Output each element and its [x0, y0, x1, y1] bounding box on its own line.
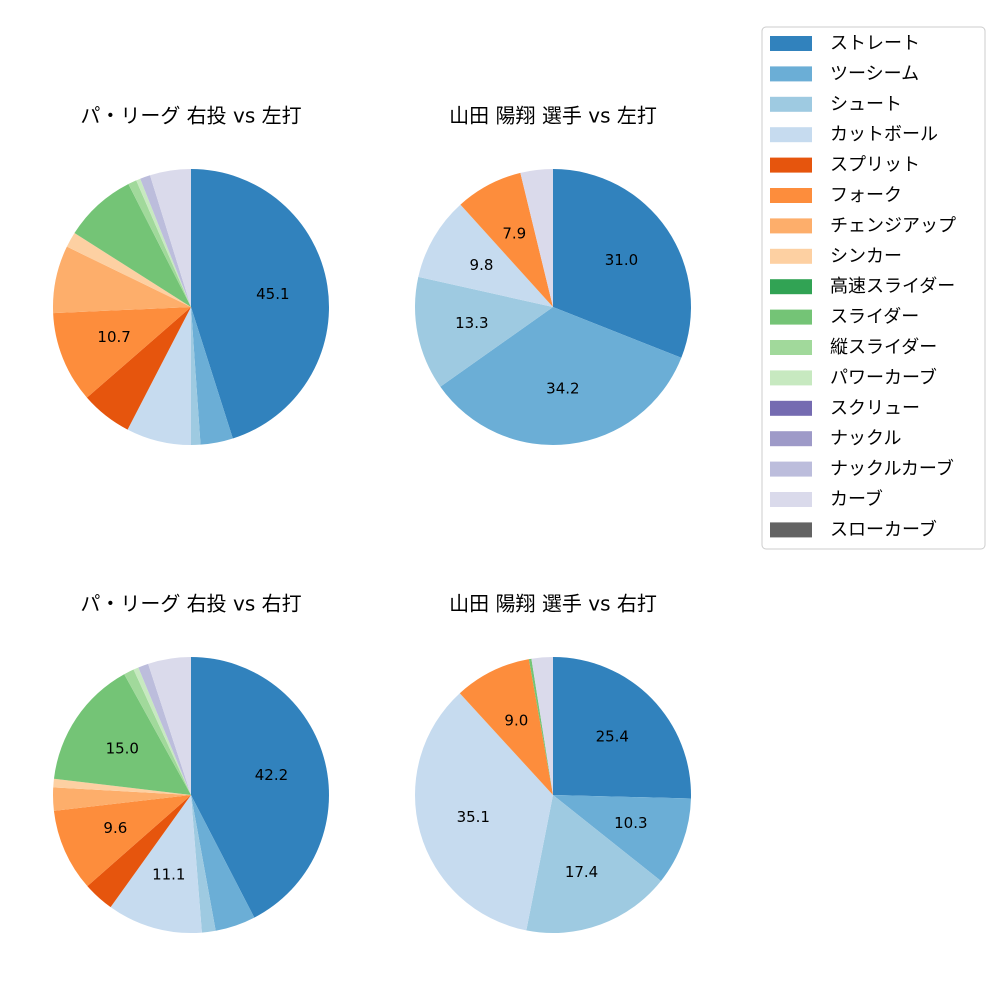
- legend-swatch: [770, 522, 812, 538]
- slice-label: 11.1: [152, 865, 185, 883]
- slice-label: 34.2: [546, 380, 579, 398]
- legend-label: パワーカーブ: [830, 366, 937, 388]
- legend-swatch: [770, 492, 812, 507]
- pie-slice: [86, 307, 191, 430]
- pie-slice: [53, 787, 191, 811]
- pie-slice: [460, 172, 553, 307]
- slice-label: 10.3: [614, 814, 647, 832]
- legend-label: カットボール: [830, 124, 938, 145]
- pie-slice: [140, 175, 191, 307]
- slice-label: 31.0: [605, 251, 638, 269]
- legend-label: スローカーブ: [830, 518, 937, 540]
- pie-slice: [138, 663, 191, 795]
- legend-swatch: [770, 370, 812, 386]
- chart-title: 山田 陽翔 選手 vs 右打: [449, 592, 657, 616]
- pie-slice: [148, 657, 191, 795]
- slice-label: 9.0: [504, 711, 528, 729]
- legend-label: フォーク: [830, 185, 902, 206]
- pie-slice: [414, 693, 553, 931]
- legend-label: ツーシーム: [830, 63, 919, 84]
- legend-swatch: [770, 36, 812, 51]
- chart-title: パ・リーグ 右投 vs 右打: [80, 592, 301, 616]
- legend-swatch: [770, 218, 812, 234]
- slice-label: 35.1: [457, 808, 490, 826]
- pie-slice: [459, 659, 553, 795]
- legend-label: ナックルカーブ: [830, 458, 954, 480]
- pie-slice: [191, 307, 233, 445]
- pie-slice: [150, 169, 191, 307]
- legend-swatch: [770, 66, 812, 82]
- pie-slice: [553, 169, 691, 358]
- pie-slice: [74, 184, 191, 307]
- legend-label: カーブ: [830, 488, 883, 510]
- pie-slice: [110, 795, 202, 933]
- pie-slice: [440, 307, 682, 445]
- chart-title: パ・リーグ 右投 vs 左打: [80, 104, 301, 128]
- pie-slice: [136, 178, 191, 307]
- pie-slice: [191, 307, 201, 445]
- pie-slice: [53, 674, 191, 795]
- pie-slice: [87, 795, 191, 908]
- legend-swatch: [770, 248, 812, 264]
- pie-slice: [53, 778, 192, 795]
- legend-label: チェンジアップ: [830, 215, 956, 236]
- legend-label: シュート: [830, 94, 902, 115]
- slice-label: 15.0: [106, 739, 139, 757]
- legend-swatch: [770, 400, 812, 416]
- pie-slice: [526, 795, 661, 933]
- slice-label: 13.3: [455, 314, 488, 332]
- slice-label: 17.4: [565, 863, 598, 881]
- pie-slice: [127, 307, 191, 445]
- legend-swatch: [770, 188, 812, 203]
- pie-slice: [415, 276, 553, 387]
- pie-slice: [191, 795, 216, 933]
- legend-swatch: [770, 279, 812, 295]
- pie-slice: [191, 657, 329, 918]
- chart-title: 山田 陽翔 選手 vs 左打: [449, 104, 657, 128]
- legend-label: 縦スライダー: [830, 337, 937, 358]
- legend-label: スプリット: [830, 155, 920, 176]
- pie-slice: [53, 307, 191, 398]
- legend-label: 高速スライダー: [830, 276, 955, 297]
- pie-slice: [66, 233, 191, 307]
- pie-slice: [128, 180, 191, 307]
- legend-label: スライダー: [830, 307, 919, 328]
- pie-slice: [191, 795, 255, 931]
- pie-slice: [520, 169, 553, 307]
- slice-label: 10.7: [97, 328, 130, 346]
- legend-swatch: [770, 431, 812, 447]
- pie-slice: [528, 658, 553, 795]
- pie-slice: [553, 657, 692, 799]
- legend-label: スクリュー: [830, 398, 920, 419]
- slice-label: 9.8: [470, 256, 494, 274]
- pie-slice: [191, 169, 329, 439]
- slice-label: 25.4: [596, 728, 629, 746]
- pie-slice: [53, 795, 192, 887]
- pie-slice: [531, 657, 553, 795]
- pie-slice: [52, 246, 191, 314]
- legend-swatch: [770, 157, 812, 173]
- pie-slice: [124, 669, 191, 795]
- legend-label: シンカー: [830, 246, 902, 267]
- pie-slice: [553, 795, 691, 881]
- slice-label: 42.2: [255, 766, 288, 784]
- legend-swatch: [770, 96, 812, 112]
- legend-label: ストレート: [830, 33, 920, 54]
- legend-swatch: [770, 127, 812, 143]
- legend-swatch: [770, 309, 812, 325]
- legend-box: [761, 26, 986, 550]
- legend-swatch: [770, 340, 812, 355]
- legend-label: ナックル: [830, 428, 901, 449]
- slice-label: 9.6: [103, 819, 127, 837]
- slice-label: 45.1: [256, 285, 289, 303]
- pie-slice: [418, 204, 553, 307]
- slice-label: 7.9: [502, 224, 526, 242]
- pie-slice: [133, 667, 191, 795]
- legend-swatch: [770, 461, 812, 477]
